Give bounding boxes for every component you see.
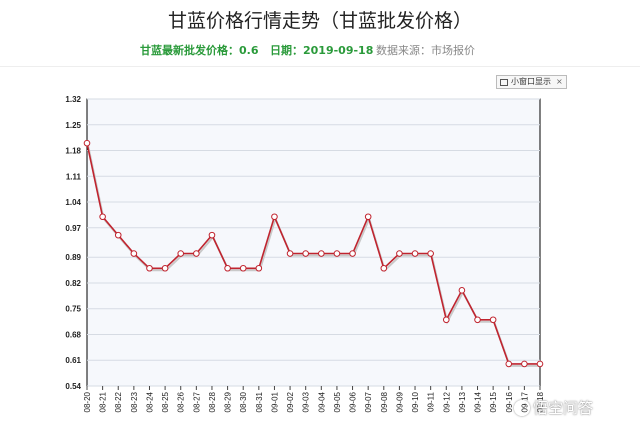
x-tick-label: 09-07: [364, 391, 373, 412]
y-tick-label: 0.75: [65, 305, 81, 314]
small-window-button[interactable]: 小窗口显示 ×: [496, 75, 567, 89]
data-point[interactable]: [208, 231, 216, 239]
x-tick-label: 08-31: [255, 391, 264, 412]
y-tick-label: 0.89: [65, 253, 81, 262]
data-point[interactable]: [505, 360, 513, 368]
data-point[interactable]: [349, 250, 356, 257]
x-tick-label: 09-04: [317, 391, 326, 412]
data-point[interactable]: [271, 213, 278, 221]
x-tick-label: 09-03: [302, 391, 311, 412]
data-point[interactable]: [458, 287, 466, 294]
data-source: 数据来源：市场报价: [376, 44, 475, 57]
data-point[interactable]: [521, 360, 528, 368]
data-point[interactable]: [239, 264, 247, 272]
data-point[interactable]: [489, 316, 497, 324]
data-point[interactable]: [146, 264, 153, 272]
data-point[interactable]: [255, 264, 263, 272]
x-tick-label: 08-22: [114, 391, 123, 412]
page-title: 甘蓝价格行情走势（甘蓝批发价格）: [167, 10, 472, 32]
grid-lines: [87, 98, 540, 387]
x-tick-label: 09-02: [286, 391, 295, 412]
x-tick-label: 09-05: [333, 391, 342, 412]
x-tick-label: 09-14: [474, 391, 483, 412]
data-point[interactable]: [536, 360, 544, 368]
marker-layer: [83, 139, 544, 368]
x-tick-label: 08-25: [161, 391, 170, 412]
x-tick-label: 09-10: [411, 391, 420, 412]
y-tick-label: 1.25: [65, 121, 81, 130]
summary-bar: 甘蓝最新批发价格：0.6 日期：2019-09-18 数据来源：市场报价: [0, 42, 640, 60]
watermark-text: 悟空问答: [533, 399, 594, 417]
wukong-logo-icon: [514, 399, 530, 416]
y-tick-label: 0.61: [65, 356, 81, 365]
data-point[interactable]: [83, 139, 91, 147]
y-tick-label: 1.04: [65, 198, 81, 207]
close-icon[interactable]: ×: [556, 77, 563, 86]
price-date: 日期：2019-09-18: [270, 44, 374, 57]
y-tick-label: 1.11: [66, 172, 82, 181]
watermark: 悟空问答: [514, 397, 593, 418]
y-tick-label: 0.82: [65, 279, 81, 288]
x-tick-label: 09-16: [505, 391, 514, 412]
x-tick-label: 09-15: [489, 391, 498, 412]
divider: [0, 66, 640, 67]
data-point[interactable]: [99, 213, 106, 221]
x-tick-label: 08-21: [99, 391, 108, 412]
x-tick-label: 08-28: [208, 391, 217, 412]
x-tick-label: 08-24: [145, 391, 154, 412]
x-tick-label: 09-09: [395, 391, 404, 412]
y-tick-label: 0.54: [65, 382, 81, 391]
y-axis-ticks: 0.54 0.61 0.68 0.75 0.82 0.89 0.97 1.04 1.11 1.18…: [65, 95, 81, 391]
data-point[interactable]: [411, 250, 419, 257]
data-point[interactable]: [193, 250, 200, 257]
data-point[interactable]: [442, 316, 450, 324]
x-tick-label: 08-20: [83, 391, 92, 412]
x-tick-label: 09-08: [380, 391, 389, 412]
x-tick-label: 08-26: [177, 391, 186, 412]
x-tick-label: 09-01: [270, 391, 279, 412]
x-tick-label: 09-11: [427, 391, 436, 411]
x-tick-label: 08-23: [130, 391, 139, 412]
x-tick-label: 09-06: [349, 391, 358, 412]
data-point[interactable]: [380, 264, 388, 272]
x-tick-label: 08-29: [224, 391, 233, 412]
data-point[interactable]: [130, 250, 138, 257]
data-point[interactable]: [114, 231, 122, 239]
data-point[interactable]: [364, 213, 372, 221]
data-point[interactable]: [474, 316, 481, 324]
x-tick-label: 09-12: [442, 391, 451, 412]
plot-area: [86, 98, 541, 387]
data-point[interactable]: [318, 250, 325, 257]
data-point[interactable]: [302, 250, 309, 257]
data-point[interactable]: [427, 250, 434, 257]
y-tick-label: 1.32: [65, 95, 81, 104]
data-point[interactable]: [161, 264, 169, 272]
data-point[interactable]: [333, 250, 341, 257]
x-tick-label: 09-13: [458, 391, 467, 412]
y-tick-label: 0.68: [65, 330, 81, 339]
x-tick-label: 09-18: [536, 391, 545, 412]
data-point[interactable]: [396, 250, 403, 257]
latest-price: 甘蓝最新批发价格：0.6: [140, 44, 259, 57]
data-point[interactable]: [286, 250, 294, 257]
data-point[interactable]: [177, 250, 185, 257]
y-tick-label: 0.97: [65, 224, 81, 233]
small-window-label: 小窗口显示: [511, 77, 551, 86]
window-icon: [500, 78, 508, 86]
x-tick-label: 08-30: [239, 391, 248, 412]
x-tick-label: 08-27: [192, 391, 201, 412]
y-tick-label: 1.18: [65, 147, 81, 156]
x-axis-ticks: 08-20 08-21 08-22 08-23 08-24 08-25 08-26 08-27…: [83, 386, 545, 412]
data-point[interactable]: [224, 264, 231, 272]
